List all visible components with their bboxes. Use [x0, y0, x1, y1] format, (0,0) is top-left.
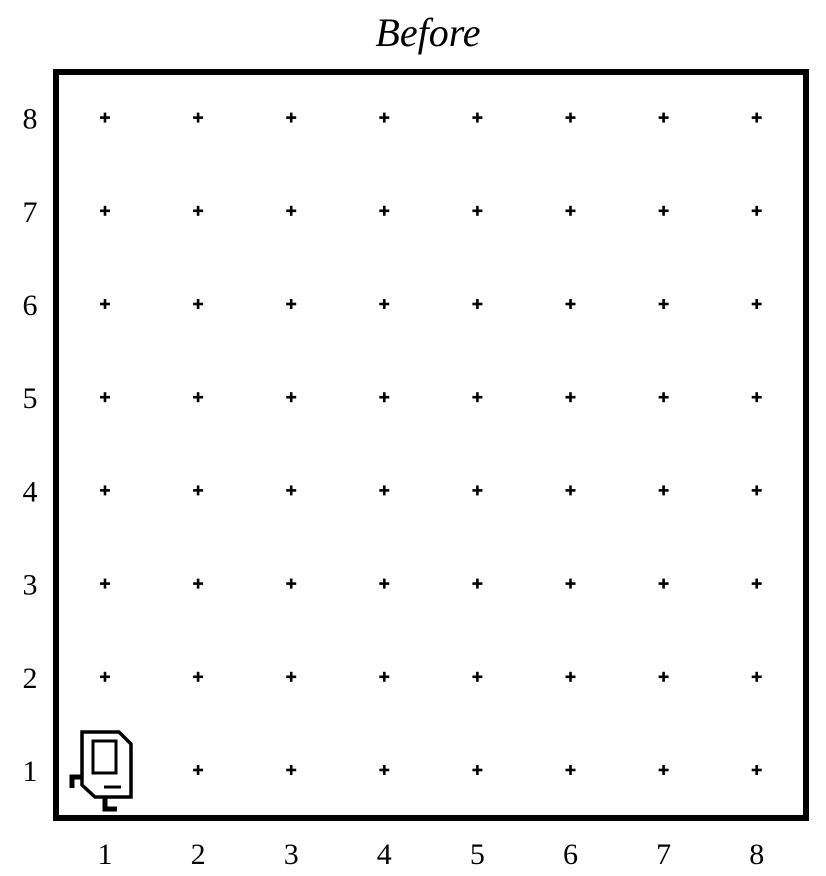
corner-mark — [751, 392, 762, 403]
corner-mark — [751, 112, 762, 123]
x-axis-label: 3 — [284, 838, 299, 871]
corner-mark — [751, 299, 762, 309]
corner-mark — [565, 578, 576, 589]
corner-mark — [100, 392, 110, 403]
corner-mark — [751, 671, 762, 682]
corner-mark — [472, 671, 483, 682]
corner-mark — [565, 299, 576, 309]
corner-mark — [286, 765, 297, 775]
corner-mark — [286, 112, 297, 123]
robot-icon — [69, 730, 133, 812]
corner-mark — [472, 112, 483, 123]
corner-mark — [472, 299, 483, 309]
x-axis-label: 5 — [470, 838, 485, 871]
corner-mark — [286, 485, 297, 496]
x-axis-label: 2 — [191, 838, 206, 871]
corner-mark — [565, 765, 576, 775]
corner-mark — [379, 205, 390, 216]
x-axis-label: 4 — [377, 838, 392, 871]
y-axis-label: 5 — [23, 382, 38, 415]
x-axis-label: 7 — [656, 838, 671, 871]
corner-mark — [565, 671, 576, 682]
corner-mark — [658, 578, 669, 589]
corner-mark — [751, 485, 762, 496]
corner-mark — [286, 392, 297, 403]
y-axis-label: 2 — [23, 662, 38, 695]
corner-mark — [751, 205, 762, 216]
world-title: Before — [375, 10, 480, 55]
corner-mark — [658, 299, 669, 309]
corner-mark — [286, 205, 297, 216]
y-axis-label: 6 — [23, 289, 38, 322]
corner-mark — [193, 765, 204, 775]
corner-mark — [658, 392, 669, 403]
corner-mark — [379, 392, 390, 403]
world-border — [53, 69, 809, 821]
corner-mark — [565, 392, 576, 403]
corner-mark — [472, 392, 483, 403]
corner-mark — [286, 578, 297, 589]
x-axis-label: 8 — [749, 838, 764, 871]
corner-mark — [472, 205, 483, 216]
corner-mark — [379, 112, 390, 123]
corner-mark — [100, 112, 110, 123]
corner-mark — [658, 205, 669, 216]
corner-mark — [472, 485, 483, 496]
corner-mark — [286, 671, 297, 682]
corner-mark — [658, 671, 669, 682]
corner-mark — [472, 765, 483, 775]
corner-mark — [658, 765, 669, 775]
corner-mark — [100, 485, 110, 496]
x-axis-label: 1 — [98, 838, 113, 871]
corner-mark — [658, 112, 669, 123]
corner-mark — [193, 299, 204, 309]
y-axis-labels: 1 2 3 4 5 6 7 8 — [23, 103, 38, 788]
corner-mark — [193, 392, 204, 403]
corner-mark — [565, 112, 576, 123]
y-axis-label: 4 — [23, 475, 38, 508]
y-axis-label: 7 — [23, 196, 38, 229]
corner-mark — [658, 485, 669, 496]
corner-mark — [193, 485, 204, 496]
y-axis-label: 3 — [23, 569, 38, 602]
corner-mark — [100, 671, 110, 682]
y-axis-label: 8 — [23, 103, 38, 136]
corner-mark — [379, 485, 390, 496]
corner-mark — [100, 578, 110, 589]
corner-mark — [193, 112, 204, 123]
corner-mark — [193, 205, 204, 216]
corner-grid — [100, 112, 762, 775]
corner-mark — [379, 299, 390, 309]
corner-mark — [379, 671, 390, 682]
corner-mark — [286, 299, 297, 309]
corner-mark — [193, 578, 204, 589]
corner-mark — [193, 671, 204, 682]
corner-mark — [100, 205, 110, 216]
corner-mark — [751, 765, 762, 775]
corner-mark — [565, 205, 576, 216]
corner-mark — [379, 765, 390, 775]
y-axis-label: 1 — [23, 755, 38, 788]
corner-mark — [751, 578, 762, 589]
corner-mark — [565, 485, 576, 496]
corner-mark — [472, 578, 483, 589]
x-axis-label: 6 — [563, 838, 578, 871]
corner-mark — [379, 578, 390, 589]
x-axis-labels: 1 2 3 4 5 6 7 8 — [98, 838, 765, 871]
corner-mark — [100, 299, 110, 309]
